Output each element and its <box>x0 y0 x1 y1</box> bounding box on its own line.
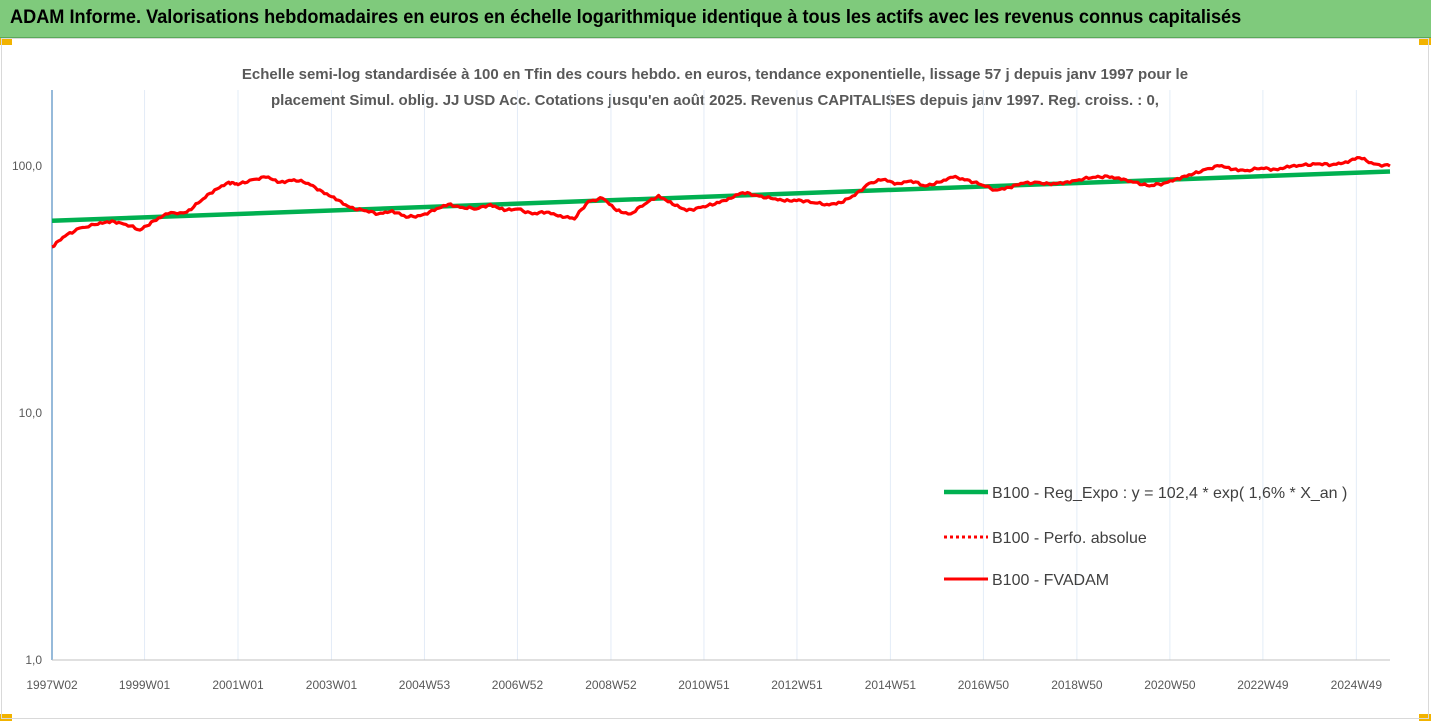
x-tick-2014W51: 2014W51 <box>865 678 917 692</box>
x-tick-2008W52: 2008W52 <box>585 678 637 692</box>
x-tick-2012W51: 2012W51 <box>771 678 823 692</box>
series-lines <box>51 156 1391 249</box>
report-header: ADAM Informe. Valorisations hebdomadaire… <box>0 0 1431 38</box>
x-tick-2018W50: 2018W50 <box>1051 678 1103 692</box>
chart-axes <box>51 90 1390 661</box>
chart-title-line-1: Echelle semi-log standardisée à 100 en T… <box>241 66 1189 83</box>
corner-marker-bottom-right <box>1419 714 1431 721</box>
corner-marker-right <box>1419 38 1431 45</box>
report-title: ADAM Informe. Valorisations hebdomadaire… <box>10 7 1242 28</box>
x-tick-2022W49: 2022W49 <box>1237 678 1289 692</box>
y-axis-tick-labels: 1,0 10,0 100,0 <box>12 159 42 667</box>
x-tick-1999W01: 1999W01 <box>119 678 171 692</box>
x-tick-2004W53: 2004W53 <box>399 678 451 692</box>
y-tick-1,0: 1,0 <box>25 653 42 667</box>
x-tick-2010W51: 2010W51 <box>678 678 730 692</box>
x-tick-2024W49: 2024W49 <box>1331 678 1383 692</box>
x-axis-tick-labels: 1997W02 1999W01 2001W01 2003W01 2004W53 2006W… <box>26 678 1382 692</box>
chart-legend: B100 - Reg_Expo : y = 102,4 * exp( 1,6% … <box>944 485 1347 589</box>
series-line-0 <box>51 169 1391 224</box>
chart-title-line-2: placement Simul. oblig. JJ USD Acc. Cota… <box>271 92 1159 109</box>
vertical-gridlines <box>144 90 1357 660</box>
corner-marker-left <box>0 38 12 45</box>
y-tick-10,0: 10,0 <box>19 406 43 420</box>
x-tick-2020W50: 2020W50 <box>1144 678 1196 692</box>
x-tick-2006W52: 2006W52 <box>492 678 544 692</box>
x-tick-2016W50: 2016W50 <box>958 678 1010 692</box>
corner-marker-bottom-left <box>0 714 12 721</box>
legend-label-2: B100 - FVADAM <box>992 572 1109 589</box>
y-tick-100,0: 100,0 <box>12 159 42 173</box>
x-tick-2003W01: 2003W01 <box>306 678 358 692</box>
x-tick-2001W01: 2001W01 <box>212 678 264 692</box>
legend-label-1: B100 - Perfo. absolue <box>992 530 1147 547</box>
series-line-2 <box>51 156 1391 249</box>
x-tick-1997W02: 1997W02 <box>26 678 78 692</box>
chart-frame <box>1 38 1429 719</box>
legend-label-0: B100 - Reg_Expo : y = 102,4 * exp( 1,6% … <box>992 485 1347 502</box>
